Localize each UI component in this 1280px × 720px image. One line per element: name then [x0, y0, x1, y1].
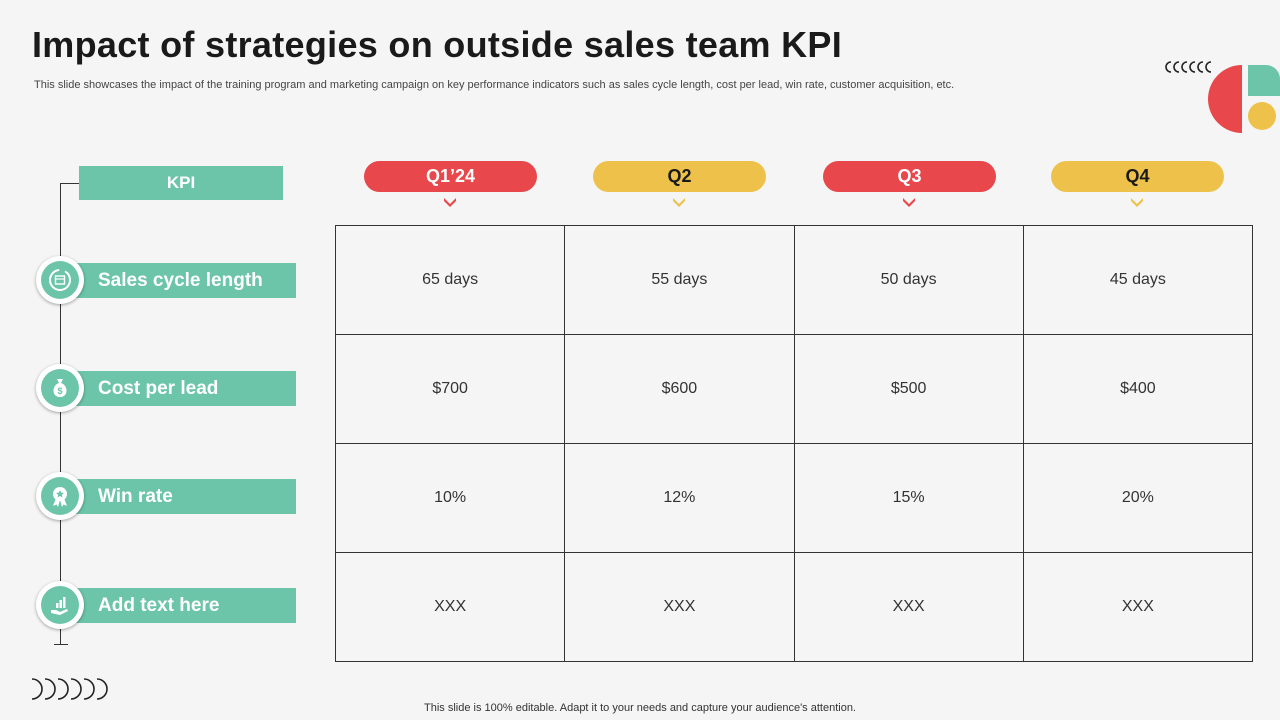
table-cell: 10% [334, 443, 566, 553]
table-cell: $600 [564, 334, 795, 444]
table-cell: 55 days [564, 225, 795, 335]
table-cell: 12% [564, 443, 795, 553]
table-row: $700 $600 $500 $400 [334, 334, 1254, 444]
kpi-item-cost-per-lead: Cost per lead $ [36, 364, 296, 412]
kpi-item-win-rate: Win rate [36, 472, 296, 520]
kpi-item-sales-cycle: Sales cycle length [36, 256, 296, 304]
decorative-arcs-icon [31, 678, 108, 700]
growth-hand-icon [36, 581, 84, 629]
kpi-item-label: Cost per lead [76, 371, 296, 406]
kpi-item-add-text: Add text here [36, 581, 296, 629]
quarter-header-q2: Q2 [593, 161, 766, 192]
table-row: 10% 12% 15% 20% [334, 443, 1254, 553]
table-cell: $400 [1022, 334, 1254, 444]
quarter-header-q4: Q4 [1051, 161, 1224, 192]
chevron-down-icon [444, 198, 456, 207]
kpi-header: KPI [79, 166, 283, 200]
svg-text:$: $ [57, 386, 62, 396]
money-bag-icon: $ [36, 364, 84, 412]
table-cell: XXX [564, 552, 795, 662]
kpi-table: 65 days 55 days 50 days 45 days $700 $60… [334, 225, 1254, 662]
quarter-header-q1: Q1’24 [364, 161, 537, 192]
kpi-item-label: Sales cycle length [76, 263, 296, 298]
chevron-down-icon [673, 198, 685, 207]
kpi-item-label: Add text here [76, 588, 296, 623]
slide-title: Impact of strategies on outside sales te… [32, 24, 843, 65]
table-cell: XXX [334, 552, 566, 662]
table-cell: XXX [793, 552, 1024, 662]
chevron-down-icon [1131, 198, 1143, 207]
quarter-header-q3: Q3 [823, 161, 996, 192]
table-row: XXX XXX XXX XXX [334, 552, 1254, 662]
kpi-item-label: Win rate [76, 479, 296, 514]
table-cell: 65 days [334, 225, 566, 335]
award-icon [36, 472, 84, 520]
kpi-connector-top [60, 183, 80, 184]
table-cell: XXX [1022, 552, 1254, 662]
decorative-logo-icon [1165, 61, 1280, 133]
table-cell: $500 [793, 334, 1024, 444]
kpi-connector-line [60, 183, 61, 644]
cycle-icon [36, 256, 84, 304]
kpi-connector-bottom [54, 644, 68, 645]
chevron-down-icon [903, 198, 915, 207]
table-cell: 20% [1022, 443, 1254, 553]
table-cell: 15% [793, 443, 1024, 553]
table-cell: 50 days [793, 225, 1024, 335]
table-row: 65 days 55 days 50 days 45 days [334, 225, 1254, 335]
slide-footer: This slide is 100% editable. Adapt it to… [424, 702, 856, 714]
table-cell: 45 days [1022, 225, 1254, 335]
slide-subtitle: This slide showcases the impact of the t… [34, 79, 955, 91]
table-cell: $700 [334, 334, 566, 444]
